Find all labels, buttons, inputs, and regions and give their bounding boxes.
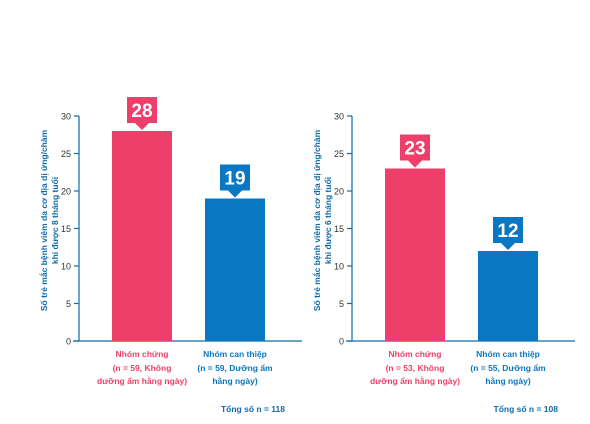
y-tick-label: 15 xyxy=(334,224,344,234)
chart-panel-2: 0 5 10 15 20 25 30 Số trẻ mắc bệnh viêm da cơ đ… xyxy=(311,112,575,414)
bar xyxy=(205,198,265,341)
category-sublabel: dưỡng ẩm hằng ngày) xyxy=(370,375,460,386)
y-axis-title: khi được 6 tháng tuổi xyxy=(323,177,333,264)
value-callout xyxy=(220,164,250,198)
category-sublabel: (n = 55, Dưỡng ẩm xyxy=(470,363,546,373)
value-callout xyxy=(127,97,157,130)
y-axis-title: Số trẻ mắc bệnh viêm da cơ địa dị ứng/ch… xyxy=(38,129,49,311)
category-sublabel: hằng ngày) xyxy=(485,375,531,386)
y-tick-label: 5 xyxy=(66,299,71,309)
category-label: Nhóm can thiệp xyxy=(476,349,540,359)
chart-panel-1: 0 5 10 15 20 25 30 Số trẻ mắc bệnh viêm da cơ đ… xyxy=(38,97,302,414)
y-tick-label: 15 xyxy=(61,224,71,234)
y-axis-title: khi được 8 tháng tuổi xyxy=(50,177,60,264)
y-tick-label: 30 xyxy=(61,112,71,122)
total-label: Tổng số n = 108 xyxy=(494,404,559,414)
data-label: 19 xyxy=(224,169,245,190)
y-axis-title: Số trẻ mắc bệnh viêm da cơ địa dị ứng/ch… xyxy=(311,129,322,311)
value-callout xyxy=(400,134,430,168)
y-tick-label: 10 xyxy=(334,262,344,272)
category-label: Nhóm chứng xyxy=(389,349,442,359)
total-label: Tổng số n = 118 xyxy=(221,404,285,414)
bar xyxy=(478,251,538,341)
y-tick-label: 25 xyxy=(334,149,344,159)
bar xyxy=(385,168,445,341)
y-tick-label: 25 xyxy=(61,149,71,159)
y-tick-label: 10 xyxy=(61,262,71,272)
data-label: 28 xyxy=(131,101,152,122)
category-sublabel: (n = 59, Không xyxy=(113,363,172,373)
bar xyxy=(112,131,172,341)
value-callout xyxy=(493,217,523,250)
data-label: 23 xyxy=(404,139,425,160)
category-sublabel: dưỡng ẩm hằng ngày) xyxy=(97,375,187,386)
category-sublabel: hằng ngày) xyxy=(212,375,258,386)
y-tick-label: 0 xyxy=(66,337,71,347)
category-sublabel: (n = 59, Dưỡng ẩm xyxy=(197,363,273,373)
y-tick-label: 30 xyxy=(334,112,344,122)
data-label: 12 xyxy=(497,221,518,242)
y-tick-label: 20 xyxy=(61,187,71,197)
category-label: Nhóm chứng xyxy=(116,349,169,359)
category-sublabel: (n = 53, Không xyxy=(386,363,445,373)
category-label: Nhóm can thiệp xyxy=(203,349,267,359)
y-tick-label: 20 xyxy=(334,187,344,197)
y-tick-label: 5 xyxy=(339,299,344,309)
y-tick-label: 0 xyxy=(339,337,344,347)
